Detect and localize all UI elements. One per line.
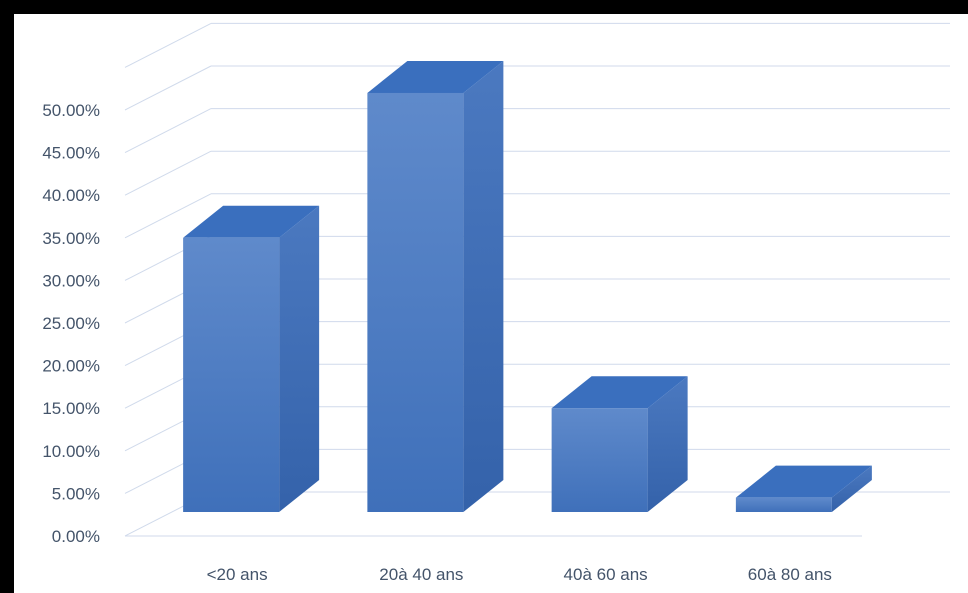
y-tick-label: 20.00% <box>42 357 100 376</box>
y-tick-label: 0.00% <box>52 527 100 546</box>
bar-front <box>183 237 280 513</box>
y-tick-label: 10.00% <box>42 442 100 461</box>
bar <box>551 376 688 512</box>
bar-side <box>647 376 688 512</box>
bar-side <box>463 60 504 513</box>
bar-front <box>367 92 464 513</box>
bar <box>183 205 320 513</box>
bar-front <box>551 408 648 512</box>
x-tick-label: 40à 60 ans <box>564 565 648 584</box>
y-axis-ticks: 0.00% 5.00% 10.00% 15.00% 20.00% 25.00% 30.00%… <box>42 101 100 546</box>
gridlines <box>124 22 950 537</box>
y-tick-label: 35.00% <box>42 229 100 248</box>
bar-front <box>735 497 832 512</box>
y-tick-label: 25.00% <box>42 314 100 333</box>
x-tick-label: 20à 40 ans <box>379 565 463 584</box>
bar-top <box>367 60 504 93</box>
y-tick-label: 50.00% <box>42 101 100 120</box>
gridline-depth <box>124 22 212 68</box>
y-tick-label: 30.00% <box>42 271 100 290</box>
gridline-depth <box>124 65 212 111</box>
y-tick-label: 45.00% <box>42 144 100 163</box>
bar <box>367 60 504 513</box>
bar-side <box>831 465 872 512</box>
x-tick-label: <20 ans <box>207 565 268 584</box>
x-axis-labels: <20 ans 20à 40 ans 40à 60 ans 60à 80 ans <box>207 565 832 584</box>
x-tick-label: 60à 80 ans <box>748 565 832 584</box>
bars <box>183 60 872 513</box>
gridline-depth <box>124 150 212 196</box>
gridline-depth <box>124 193 212 239</box>
y-tick-label: 5.00% <box>52 484 100 503</box>
bar-side <box>279 205 320 513</box>
y-tick-label: 40.00% <box>42 186 100 205</box>
bar-top <box>735 465 872 498</box>
y-tick-label: 15.00% <box>42 399 100 418</box>
gridline-depth <box>124 108 212 154</box>
bar <box>735 465 872 512</box>
bar-top <box>551 376 688 409</box>
bar-top <box>183 205 320 238</box>
